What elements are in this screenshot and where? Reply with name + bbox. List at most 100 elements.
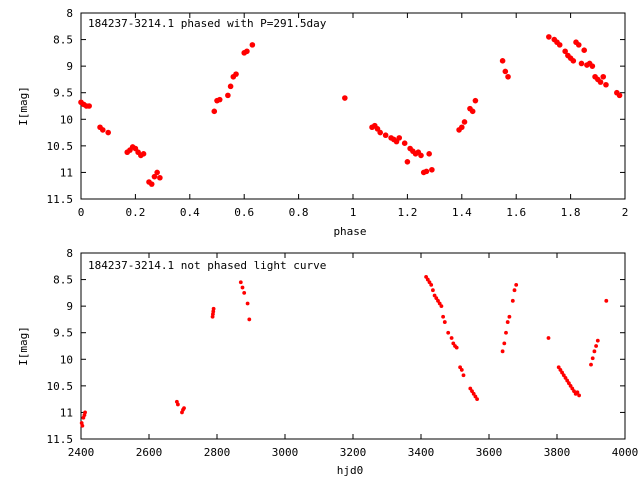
data-point [595,338,600,343]
x-tick-label: 3000 [272,446,299,459]
data-point [604,298,609,303]
data-point [80,423,85,428]
data-point [442,320,447,324]
y-tick-label: 9.5 [53,87,73,100]
x-tick-label: 2800 [204,446,231,459]
x-tick-label: 0.4 [180,206,200,219]
data-point [514,282,519,287]
x-tick-label: 1.4 [452,206,472,219]
y-tick-label: 8.5 [53,274,73,287]
data-point [472,97,479,104]
data-point [575,42,582,48]
data-point [431,288,435,293]
y-tick-label: 10.5 [47,140,74,153]
data-point [616,92,623,99]
y-axis-label: I[mag] [17,86,30,126]
x-tick-label: 1.2 [397,206,417,219]
data-point [148,181,155,187]
data-point [441,314,445,319]
x-axis-label: hjd0 [337,464,364,477]
x-tick-label: 1 [350,206,357,219]
data-point [590,356,595,361]
data-point [581,47,587,53]
y-ticks: 8 8.5 9 9.5 10 10.5 11 11.5 [47,7,625,206]
data-point [502,68,509,75]
data-point [233,71,239,77]
data-point [499,58,506,64]
data-point [512,288,517,293]
x-tick-label: 1.8 [561,206,581,219]
data-point [211,108,218,115]
data-point [342,95,348,101]
x-ticks: 2400 2600 2800 3000 3200 3400 3600 3800 4000 [68,253,638,459]
data-point [597,79,604,85]
data-point [404,159,411,165]
data-point [461,373,466,378]
data-point [396,135,403,141]
x-tick-label: 2 [622,206,629,219]
data-point [505,320,510,324]
data-point [570,58,577,64]
data-point [423,168,430,175]
data-point [157,174,163,181]
data-point [575,390,580,395]
data-point [249,42,256,48]
x-tick-label: 0.6 [234,206,254,219]
data-point [182,406,186,411]
data-point [240,285,245,290]
data-point [469,108,476,115]
data-point [446,330,451,335]
x-tick-label: 2600 [136,446,163,459]
data-point [382,132,389,139]
data-point [426,151,432,157]
data-point [603,81,609,88]
data-point [461,119,468,125]
data-point [459,368,464,372]
data-point [227,83,234,90]
y-tick-label: 8 [66,7,73,20]
y-ticks: 8 8.5 9 9.5 10 10.5 11 11.5 [47,247,625,446]
data-point [449,336,454,340]
x-tick-label: 3400 [408,446,435,459]
x-tick-label: 3800 [544,446,571,459]
data-point [577,393,581,398]
data-point [594,344,598,348]
y-tick-label: 10 [60,353,73,366]
data-point [151,173,158,180]
data-point [176,402,180,407]
data-point [154,169,160,176]
x-tick-label: 0.2 [125,206,145,219]
data-point [454,345,459,350]
data-point [245,301,250,306]
data-point [504,330,508,335]
y-tick-label: 11 [60,406,73,419]
data-point [238,280,243,285]
plot-frame [80,252,626,440]
x-tick-label: 2400 [68,446,95,459]
y-tick-label: 11.5 [47,433,74,446]
unphased-light-curve-panel: 184237-3214.1 not phased light curve hjd… [17,247,638,477]
data-point [377,129,384,136]
data-point [247,317,252,322]
y-tick-label: 8.5 [53,34,73,47]
data-point [600,73,607,80]
y-tick-label: 11 [60,166,73,179]
x-tick-label: 0 [78,206,85,219]
data-point [500,349,505,354]
data-point [105,129,111,136]
x-ticks: 0 0.2 0.4 0.6 0.8 1 1.2 1.4 1.6 1.8 2 [78,13,629,219]
plot-title: 184237-3214.1 phased with P=291.5day [88,17,327,30]
data-point [556,42,563,48]
data-point [475,397,479,402]
y-tick-label: 8 [66,247,73,260]
y-axis-label: I[mag] [17,326,30,366]
data-point [546,34,552,40]
x-axis-label: phase [333,225,366,238]
data-point [510,298,515,303]
data-point [439,304,444,309]
data-point [242,290,247,295]
data-points [79,275,609,428]
data-points [78,34,623,187]
data-point [592,349,597,354]
